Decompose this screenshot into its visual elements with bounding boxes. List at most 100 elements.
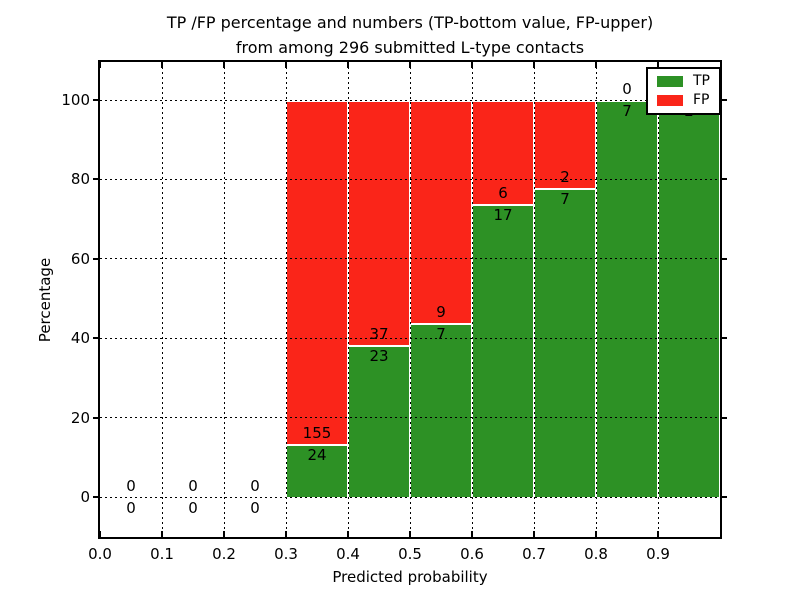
plot-area: 00000015524372397617270702 — [98, 60, 722, 539]
fp-count-label: 0 — [188, 477, 198, 495]
y-tick-mark — [722, 178, 727, 181]
bar-fp-segment — [348, 100, 410, 345]
x-tick-mark — [533, 62, 535, 68]
tp-count-label: 7 — [560, 190, 570, 209]
y-tick-mark — [722, 337, 727, 340]
tp-count-label: 17 — [493, 205, 513, 224]
y-tick-label: 40 — [70, 329, 90, 348]
y-tick-mark — [93, 99, 98, 101]
tp-count-label: 0 — [250, 499, 260, 517]
fp-count-label: 2 — [560, 168, 570, 187]
y-tick-label: 80 — [70, 170, 90, 189]
legend-tp-swatch — [657, 76, 683, 87]
x-tick-label: 0.7 — [522, 545, 546, 563]
horizontal-gridline — [100, 258, 720, 260]
legend-item-tp: TP — [657, 73, 710, 89]
y-tick-mark — [722, 257, 727, 260]
x-tick-mark — [347, 62, 349, 68]
legend-fp-label: FP — [693, 92, 710, 108]
x-tick-label: 0.2 — [212, 545, 236, 563]
x-tick-mark — [161, 62, 163, 68]
y-tick-mark — [722, 496, 727, 498]
x-tick-label: 0.4 — [336, 545, 360, 563]
fp-count-label: 0 — [622, 80, 632, 98]
bar-tp-segment — [286, 443, 348, 497]
tp-count-label: 24 — [307, 445, 327, 464]
y-tick-mark — [93, 496, 98, 498]
x-tick-mark — [409, 531, 411, 537]
y-tick-mark — [93, 257, 98, 260]
x-tick-label: 0.0 — [88, 545, 112, 563]
x-tick-mark — [223, 62, 225, 68]
fp-count-label: 9 — [436, 303, 446, 322]
x-tick-label: 0.5 — [398, 545, 422, 563]
fp-count-label: 155 — [302, 423, 332, 442]
x-tick-mark — [657, 62, 659, 68]
y-tick-mark — [93, 337, 98, 340]
tp-count-label: 23 — [369, 346, 389, 365]
x-tick-mark — [347, 531, 349, 537]
x-tick-mark — [657, 531, 659, 537]
legend-fp-swatch — [657, 95, 683, 106]
vertical-gridline — [533, 62, 535, 537]
x-tick-label: 0.9 — [646, 545, 670, 563]
chart-title: TP /FP percentage and numbers (TP-bottom… — [98, 10, 722, 60]
x-tick-mark — [533, 531, 535, 537]
horizontal-gridline — [100, 417, 720, 419]
tp-count-label: 0 — [188, 499, 198, 517]
x-tick-mark — [99, 62, 101, 68]
x-tick-mark — [99, 531, 101, 537]
tp-count-label: 0 — [126, 499, 136, 517]
x-tick-label: 0.8 — [584, 545, 608, 563]
y-tick-label: 0 — [80, 488, 90, 506]
fp-count-label: 0 — [126, 477, 136, 495]
legend-tp-label: TP — [693, 73, 710, 89]
y-tick-mark — [722, 99, 727, 101]
vertical-gridline — [657, 62, 659, 537]
vertical-gridline — [285, 62, 287, 537]
x-tick-mark — [285, 62, 287, 68]
vertical-gridline — [409, 62, 411, 537]
x-tick-mark — [285, 531, 287, 537]
legend-item-fp: FP — [657, 92, 710, 108]
tp-count-label: 7 — [436, 325, 446, 344]
bar-tp-segment — [410, 323, 472, 497]
chart-title-line1: TP /FP percentage and numbers (TP-bottom… — [166, 13, 654, 32]
tp-count-label: 7 — [622, 102, 632, 120]
x-tick-mark — [161, 531, 163, 537]
fp-count-label: 6 — [498, 183, 508, 202]
y-tick-label: 60 — [70, 249, 90, 268]
bar-tp-segment — [472, 203, 534, 497]
horizontal-gridline — [100, 337, 720, 339]
x-tick-mark — [595, 531, 597, 537]
x-tick-mark — [595, 62, 597, 68]
x-tick-label: 0.3 — [274, 545, 298, 563]
horizontal-gridline — [100, 496, 720, 498]
bar-fp-segment — [534, 100, 596, 189]
y-tick-label: 100 — [61, 91, 90, 109]
x-tick-label: 0.1 — [150, 545, 174, 563]
x-tick-mark — [409, 62, 411, 68]
y-tick-mark — [93, 416, 98, 419]
bar-tp-segment — [534, 188, 596, 497]
bar-fp-segment — [286, 100, 348, 444]
x-tick-mark — [223, 531, 225, 537]
bar-tp-segment — [348, 344, 410, 497]
fp-count-label: 0 — [250, 477, 260, 495]
bar-fp-segment — [472, 100, 534, 204]
vertical-gridline — [161, 62, 163, 537]
bar-tp-segment — [658, 100, 720, 497]
horizontal-gridline — [100, 99, 720, 101]
y-tick-mark — [93, 178, 98, 181]
x-axis-label: Predicted probability — [332, 568, 488, 586]
y-tick-label: 20 — [70, 408, 90, 427]
bar-tp-segment — [596, 100, 658, 497]
horizontal-gridline — [100, 178, 720, 180]
fp-count-label: 37 — [369, 324, 389, 343]
y-tick-mark — [722, 416, 727, 419]
vertical-gridline — [223, 62, 225, 537]
bar-fp-segment — [410, 100, 472, 324]
x-tick-mark — [471, 531, 473, 537]
legend: TP FP — [646, 67, 721, 115]
